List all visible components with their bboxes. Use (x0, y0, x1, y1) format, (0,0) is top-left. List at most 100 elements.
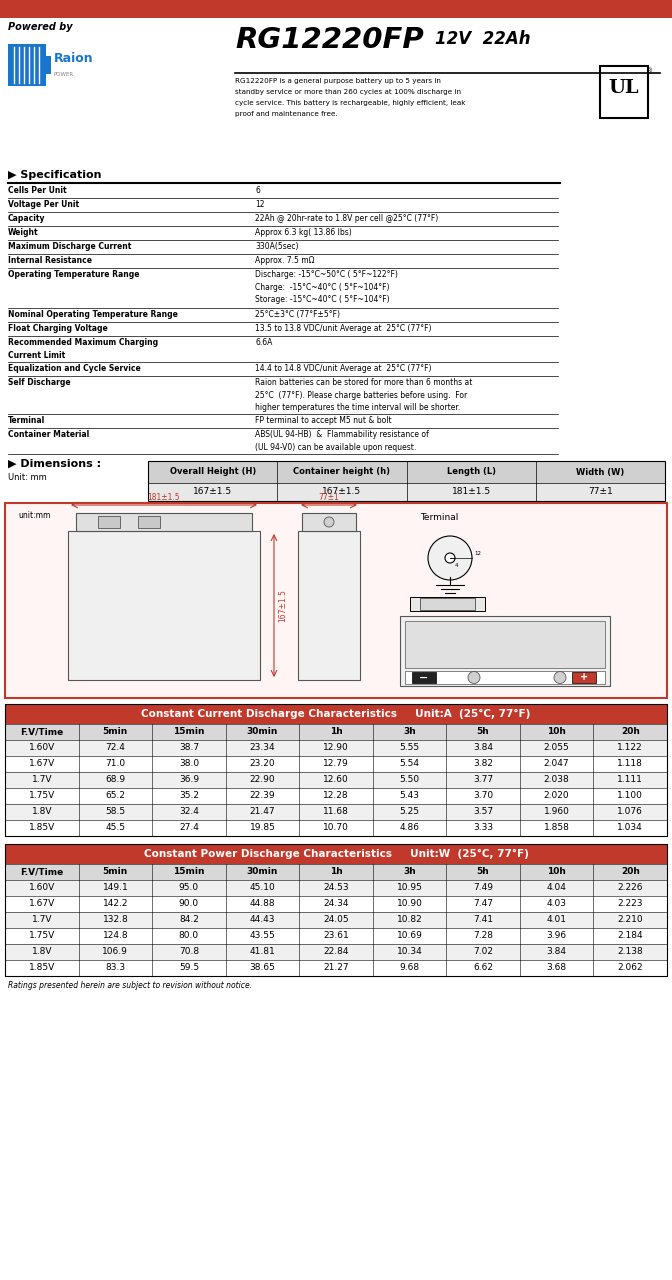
Bar (138, 516, 160, 527)
Bar (5, 844, 667, 864)
Text: 20h: 20h (621, 868, 640, 877)
Text: 44.43: 44.43 (250, 915, 276, 924)
Text: 12.90: 12.90 (323, 744, 349, 753)
Text: 30min: 30min (247, 727, 278, 736)
Bar (5, 881, 667, 896)
Text: 6: 6 (255, 186, 260, 195)
Text: Recommended Maximum Charging
Current Limit: Recommended Maximum Charging Current Lim… (8, 338, 158, 360)
Text: ▶ Dimensions :: ▶ Dimensions : (8, 460, 101, 468)
Text: 70.8: 70.8 (179, 947, 199, 956)
Text: 4.03: 4.03 (546, 900, 566, 909)
Text: 1.7V: 1.7V (32, 776, 52, 785)
Text: 10h: 10h (547, 727, 566, 736)
Text: 2.038: 2.038 (544, 776, 570, 785)
Text: 22.90: 22.90 (249, 776, 276, 785)
Text: 3.84: 3.84 (546, 947, 566, 956)
Text: UL: UL (609, 79, 639, 97)
Text: 1.67V: 1.67V (29, 900, 55, 909)
Text: 3.82: 3.82 (473, 759, 493, 768)
Text: Terminal: Terminal (420, 513, 458, 522)
Text: 1.960: 1.960 (544, 808, 570, 817)
Bar (148, 483, 665, 500)
Text: 1.100: 1.100 (618, 791, 643, 800)
Text: 12V  22Ah: 12V 22Ah (435, 29, 531, 47)
Text: 22Ah @ 20hr-rate to 1.8V per cell @25°C (77°F): 22Ah @ 20hr-rate to 1.8V per cell @25°C … (255, 214, 438, 223)
Text: 142.2: 142.2 (103, 900, 128, 909)
Text: 5.43: 5.43 (400, 791, 419, 800)
Text: 44.88: 44.88 (249, 900, 276, 909)
Bar (5, 740, 667, 756)
Text: Length (L): Length (L) (447, 467, 496, 476)
Text: 2.223: 2.223 (618, 900, 643, 909)
Text: Container height (h): Container height (h) (294, 467, 390, 476)
Text: 19.85: 19.85 (249, 823, 276, 832)
Text: 25°C±3°C (77°F±5°F): 25°C±3°C (77°F±5°F) (255, 310, 340, 319)
Text: 3.57: 3.57 (473, 808, 493, 817)
Bar (5, 704, 667, 724)
Text: 10.90: 10.90 (396, 900, 423, 909)
Text: 3.33: 3.33 (473, 823, 493, 832)
Text: 132.8: 132.8 (102, 915, 128, 924)
Bar (5, 772, 667, 788)
Text: 12: 12 (255, 200, 265, 209)
Text: 22.39: 22.39 (249, 791, 276, 800)
Text: Cells Per Unit: Cells Per Unit (8, 186, 67, 195)
Text: 10.95: 10.95 (396, 883, 423, 892)
Bar (420, 598, 475, 611)
Text: proof and maintenance free.: proof and maintenance free. (235, 111, 338, 116)
Text: 4.04: 4.04 (547, 883, 566, 892)
Text: 24.53: 24.53 (323, 883, 349, 892)
Text: 10h: 10h (547, 868, 566, 877)
Text: Raion: Raion (54, 52, 93, 65)
Text: 181±1.5: 181±1.5 (452, 488, 491, 497)
Text: 5.25: 5.25 (400, 808, 419, 817)
Text: Self Discharge: Self Discharge (8, 378, 71, 387)
Text: 68.9: 68.9 (106, 776, 126, 785)
Text: 1.111: 1.111 (618, 776, 643, 785)
Bar (5, 756, 667, 772)
Text: 1.034: 1.034 (618, 823, 643, 832)
Bar (148, 461, 665, 500)
Text: 4.86: 4.86 (400, 823, 419, 832)
Text: 15min: 15min (173, 868, 205, 877)
Text: 10.34: 10.34 (396, 947, 423, 956)
Text: 41.81: 41.81 (249, 947, 276, 956)
Text: 10.82: 10.82 (396, 915, 423, 924)
Text: 124.8: 124.8 (103, 932, 128, 941)
Text: 7.02: 7.02 (473, 947, 493, 956)
Bar (5, 788, 667, 804)
Bar (5, 704, 667, 836)
Text: 32.4: 32.4 (179, 808, 199, 817)
Text: 95.0: 95.0 (179, 883, 199, 892)
Text: 181±1.5: 181±1.5 (148, 493, 180, 502)
Text: Overall Height (H): Overall Height (H) (169, 467, 256, 476)
Text: 1.118: 1.118 (618, 759, 643, 768)
Text: 1.122: 1.122 (618, 744, 643, 753)
Text: 5.50: 5.50 (399, 776, 419, 785)
Bar (298, 531, 360, 680)
Text: 330A(5sec): 330A(5sec) (255, 242, 298, 251)
Text: Discharge: -15°C~50°C ( 5°F~122°F)
Charge:  -15°C~40°C ( 5°F~104°F)
Storage: -15: Discharge: -15°C~50°C ( 5°F~122°F) Charg… (255, 270, 398, 303)
Text: 4.01: 4.01 (546, 915, 566, 924)
Text: F.V/Time: F.V/Time (20, 868, 63, 877)
Bar (5, 724, 667, 740)
Text: 1.076: 1.076 (618, 808, 643, 817)
Text: 7.28: 7.28 (473, 932, 493, 941)
Text: −: − (419, 672, 429, 682)
Text: 23.34: 23.34 (249, 744, 276, 753)
Text: 1.60V: 1.60V (29, 744, 55, 753)
Text: Operating Temperature Range: Operating Temperature Range (8, 270, 140, 279)
Text: 21.27: 21.27 (323, 964, 349, 973)
Text: 106.9: 106.9 (102, 947, 128, 956)
Text: 1h: 1h (330, 868, 342, 877)
Text: 12.79: 12.79 (323, 759, 349, 768)
Bar (148, 461, 665, 483)
Bar (76, 513, 252, 531)
Text: Weight: Weight (8, 228, 38, 237)
Text: 11.68: 11.68 (323, 808, 349, 817)
Bar (5, 820, 667, 836)
Text: 1.75V: 1.75V (29, 932, 55, 941)
Text: F.V/Time: F.V/Time (20, 727, 63, 736)
Text: ®: ® (646, 68, 653, 74)
Bar (400, 616, 610, 686)
